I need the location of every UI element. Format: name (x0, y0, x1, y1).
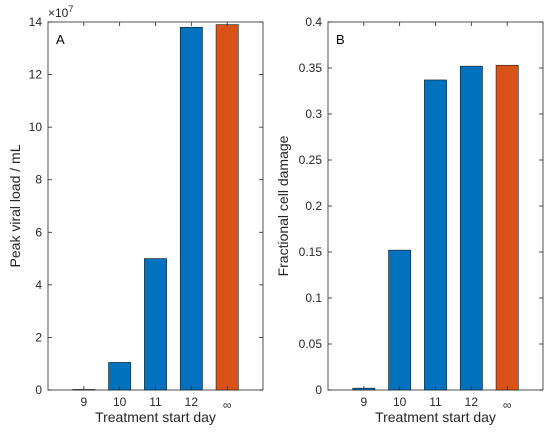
x-tick-label-b-0: 9 (360, 395, 367, 409)
bar-a-2 (108, 362, 132, 391)
y-ticks-b: 0 0.05 0.1 0.15 0.2 0.25 0.3 0.35 0.4 (299, 15, 543, 397)
y-exponent-base-a: ×10 (48, 6, 69, 20)
bar-a-4 (179, 26, 203, 391)
bar-b-2 (388, 249, 412, 391)
y-tick-label-b-5: 0.25 (299, 153, 323, 167)
panel-a: 0 2 4 6 8 10 12 14 9 10 11 12 ∞ A ×107 Treatment st… (7, 4, 264, 425)
y-tick-label-a-2: 4 (35, 278, 42, 292)
y-tick-label-a-7: 14 (29, 15, 43, 29)
x-tick-label-b-1: 10 (393, 395, 407, 409)
x-axis-label-b: Treatment start day (375, 409, 496, 425)
x-axis-label-a: Treatment start day (95, 409, 216, 425)
x-tick-label-a-2: 11 (149, 395, 162, 409)
x-tick-label-a-4: ∞ (223, 398, 232, 412)
bars-a (72, 24, 239, 391)
x-ticks-a: 9 10 11 12 ∞ (80, 22, 231, 412)
y-tick-label-b-7: 0.35 (299, 61, 323, 75)
panel-label-a: A (56, 32, 65, 47)
bar-b-5 (495, 64, 519, 391)
y-tick-label-b-4: 0.2 (305, 199, 322, 213)
panel-b: 0 0.05 0.1 0.15 0.2 0.25 0.3 0.35 0.4 9 10 11 12 ∞ B… (275, 15, 544, 425)
x-tick-label-a-3: 12 (185, 395, 199, 409)
y-tick-label-a-4: 8 (35, 173, 42, 187)
panel-label-b: B (336, 32, 345, 47)
y-tick-label-b-0: 0 (315, 383, 322, 397)
bar-b-4 (459, 65, 483, 391)
y-tick-label-a-6: 12 (29, 68, 43, 82)
x-tick-label-b-3: 12 (465, 395, 479, 409)
y-tick-label-b-6: 0.3 (305, 107, 322, 121)
x-tick-label-b-2: 11 (429, 395, 442, 409)
y-tick-label-a-3: 6 (35, 225, 42, 239)
bars-b (352, 64, 519, 391)
y-tick-label-a-0: 0 (35, 383, 42, 397)
y-exponent-a: ×107 (48, 4, 73, 20)
y-axis-label-b: Fractional cell damage (275, 135, 291, 276)
x-tick-label-b-4: ∞ (503, 398, 512, 412)
x-ticks-b: 9 10 11 12 ∞ (360, 22, 511, 412)
y-tick-label-a-5: 10 (29, 120, 43, 134)
x-tick-label-a-1: 10 (113, 395, 127, 409)
bar-b-3 (424, 79, 447, 391)
y-tick-label-b-8: 0.4 (305, 15, 322, 29)
y-tick-label-b-1: 0.05 (299, 337, 323, 351)
y-tick-label-b-2: 0.1 (305, 291, 322, 305)
x-tick-label-a-0: 9 (80, 395, 87, 409)
y-ticks-a: 0 2 4 6 8 10 12 14 (29, 15, 263, 397)
y-tick-label-b-3: 0.15 (299, 245, 323, 259)
y-tick-label-a-1: 2 (35, 330, 42, 344)
y-exponent-power-a: 7 (68, 4, 73, 14)
bar-a-3 (144, 258, 167, 391)
bar-a-5 (215, 24, 239, 391)
y-axis-label-a: Peak viral load / mL (7, 144, 23, 267)
